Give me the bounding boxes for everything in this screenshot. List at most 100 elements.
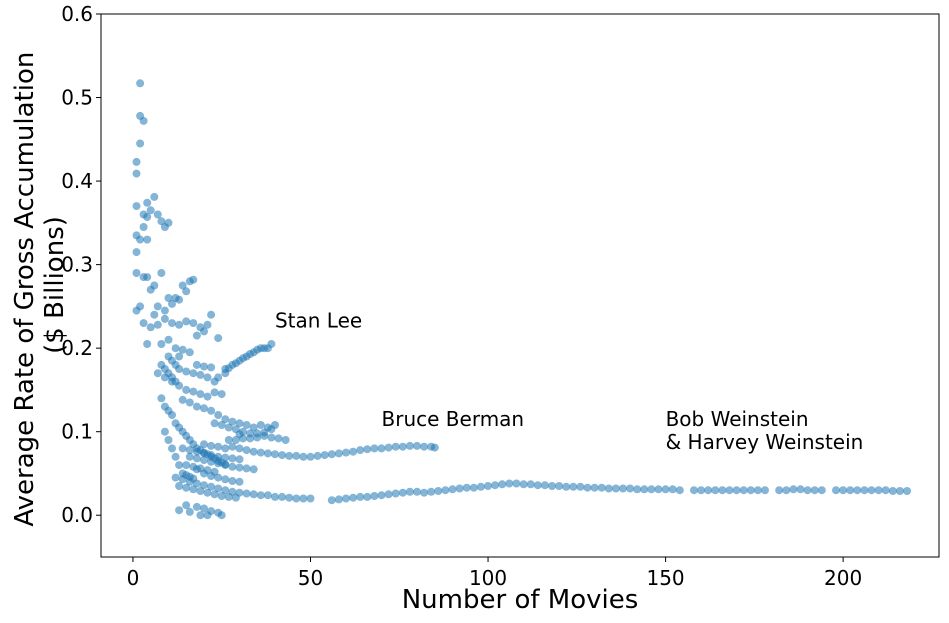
data-point	[207, 363, 216, 372]
x-tick-label: 200	[824, 566, 862, 590]
data-point	[178, 444, 187, 453]
data-point	[143, 235, 152, 244]
data-point	[228, 462, 237, 471]
y-axis-label-line-2: ($ Billions)	[40, 216, 70, 354]
data-point	[221, 460, 230, 469]
data-point	[281, 436, 290, 444]
data-point	[214, 452, 223, 461]
data-point	[278, 451, 287, 460]
data-point	[576, 482, 585, 491]
y-tick-label: 0.0	[61, 503, 93, 527]
data-point	[207, 482, 216, 491]
data-point	[498, 480, 507, 489]
data-point	[200, 362, 208, 371]
data-point	[132, 248, 141, 257]
data-point	[260, 431, 269, 440]
data-point	[619, 484, 627, 493]
data-point	[377, 444, 386, 453]
data-point	[143, 340, 152, 348]
data-point	[342, 494, 350, 503]
data-point	[274, 434, 283, 443]
data-point	[398, 488, 407, 497]
data-point	[732, 486, 741, 495]
data-point	[895, 487, 904, 495]
data-point	[160, 427, 169, 436]
data-point	[398, 442, 407, 451]
data-point	[175, 461, 184, 470]
data-point	[256, 491, 265, 500]
data-point	[448, 485, 457, 494]
data-point	[168, 444, 176, 453]
data-point	[235, 455, 244, 464]
data-point	[224, 492, 233, 501]
data-point	[590, 483, 599, 492]
data-point	[242, 446, 251, 455]
data-point	[160, 314, 169, 323]
data-point	[782, 486, 791, 495]
data-point	[491, 481, 500, 490]
data-point	[200, 327, 208, 336]
data-point	[164, 218, 173, 227]
data-point	[200, 440, 208, 449]
points-layer	[132, 79, 911, 520]
data-point	[583, 483, 592, 492]
data-point	[185, 348, 194, 357]
data-point	[231, 493, 240, 502]
data-point	[200, 504, 208, 513]
data-point	[185, 446, 194, 455]
data-point	[221, 415, 230, 424]
data-point	[224, 423, 233, 432]
data-point	[196, 390, 205, 399]
y-tick-label: 0.5	[61, 86, 93, 110]
data-point	[903, 487, 911, 495]
data-point	[192, 331, 201, 340]
data-point	[157, 394, 166, 403]
data-point	[690, 486, 698, 495]
data-point	[189, 369, 198, 378]
data-point	[253, 345, 262, 354]
data-point	[150, 281, 159, 290]
data-point	[192, 447, 201, 456]
data-point	[171, 377, 180, 386]
data-point	[203, 392, 212, 401]
data-point	[562, 482, 571, 491]
data-point	[207, 441, 216, 450]
data-point	[200, 481, 208, 490]
data-point	[242, 489, 251, 498]
data-point	[640, 485, 649, 494]
data-point	[189, 319, 198, 328]
data-point	[285, 493, 294, 502]
data-point	[189, 485, 198, 494]
data-point	[143, 198, 152, 207]
data-point	[761, 486, 769, 495]
data-point	[249, 447, 258, 456]
data-point	[413, 441, 421, 450]
data-point	[427, 487, 436, 496]
data-point	[153, 302, 162, 311]
annotation-line: Stan Lee	[275, 308, 362, 332]
data-point	[526, 480, 535, 489]
data-point	[278, 492, 287, 501]
data-point	[267, 433, 276, 442]
x-tick-label: 50	[298, 566, 323, 590]
data-point	[853, 486, 862, 495]
data-point	[285, 451, 294, 460]
data-point	[292, 494, 301, 503]
data-point	[150, 310, 159, 319]
data-point	[217, 511, 226, 520]
data-point	[171, 344, 180, 353]
data-point	[860, 486, 869, 495]
data-point	[189, 387, 198, 396]
data-point	[540, 481, 549, 490]
data-point	[633, 485, 642, 494]
data-point	[604, 484, 613, 493]
data-point	[675, 486, 684, 495]
data-point	[626, 484, 635, 493]
data-point	[299, 452, 308, 461]
data-point	[697, 486, 706, 495]
data-point	[881, 486, 890, 495]
data-point	[533, 481, 542, 490]
data-point	[320, 451, 329, 460]
data-point	[789, 485, 798, 494]
